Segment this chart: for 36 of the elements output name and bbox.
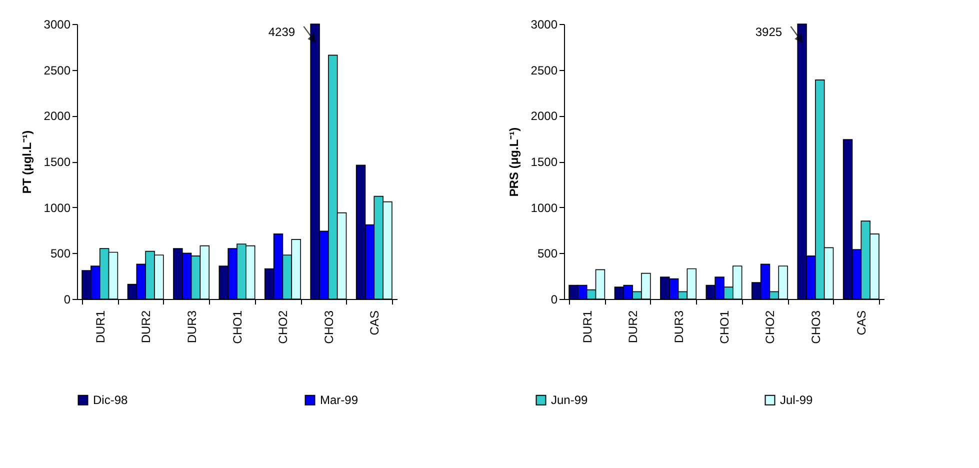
y-tick-label: 500 bbox=[50, 246, 71, 261]
x-tick-label: CHO3 bbox=[808, 310, 823, 344]
y-axis-title: PRS (μg.L⁻¹) bbox=[506, 127, 521, 197]
x-tick-label: DUR1 bbox=[580, 310, 594, 344]
y-tick-label: 1500 bbox=[44, 155, 71, 169]
y-tick-label: 2500 bbox=[44, 63, 71, 78]
x-tick-label: DUR1 bbox=[93, 310, 108, 344]
y-tick-label: 1000 bbox=[530, 200, 558, 215]
annotation: 3925 bbox=[755, 25, 782, 39]
y-tick-label: 0 bbox=[550, 292, 558, 306]
x-tick-label: DUR2 bbox=[139, 310, 154, 344]
y-tick-label: 2000 bbox=[530, 109, 558, 124]
y-tick-label: 2000 bbox=[44, 109, 71, 124]
x-tick-label: CAS bbox=[854, 310, 869, 336]
y-tick-label: 1500 bbox=[530, 155, 558, 169]
y-tick-label: 1000 bbox=[44, 200, 71, 215]
x-tick-label: CHO3 bbox=[322, 310, 336, 344]
x-tick-label: CAS bbox=[368, 310, 382, 336]
annotation: 4239 bbox=[268, 25, 296, 39]
x-tick-label: CHO1 bbox=[718, 310, 732, 344]
x-tick-label: CHO2 bbox=[276, 310, 290, 344]
x-tick-label: DUR3 bbox=[672, 310, 686, 344]
x-tick-label: CHO1 bbox=[230, 310, 244, 344]
legend-label: Jun-99 bbox=[551, 393, 588, 408]
x-tick-label: CHO2 bbox=[763, 310, 778, 344]
legend-label: Jul-99 bbox=[780, 393, 814, 408]
x-tick-label: DUR2 bbox=[626, 310, 640, 344]
y-tick-label: 500 bbox=[537, 246, 558, 261]
y-tick-label: 3000 bbox=[44, 18, 71, 32]
legend-label: Dic-98 bbox=[93, 393, 128, 408]
y-tick-label: 3000 bbox=[530, 18, 558, 32]
y-tick-label: 2500 bbox=[530, 63, 558, 78]
legend-label: Mar-99 bbox=[320, 393, 358, 408]
y-tick-label: 0 bbox=[64, 292, 71, 306]
y-axis-title: PT (μgl.L⁻¹) bbox=[20, 130, 34, 194]
x-tick-label: DUR3 bbox=[184, 310, 199, 344]
